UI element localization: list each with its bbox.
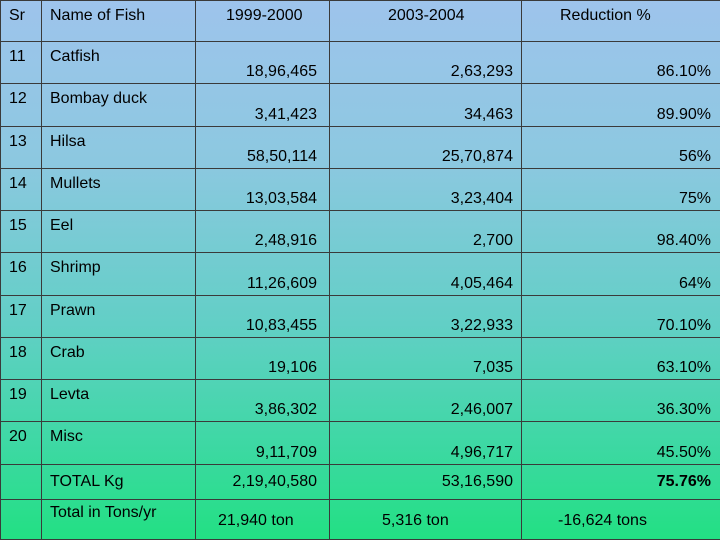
row-reduction-value: 64% — [521, 252, 720, 296]
row-sr: 12 — [0, 83, 42, 127]
row-1999-2000-value: 2,48,916 — [195, 210, 330, 254]
row-sr: 11 — [0, 41, 42, 85]
row-1999-2000-value: 18,96,465 — [195, 41, 330, 85]
table-row: 16 Shrimp 11,26,609 4,05,464 64% — [0, 252, 720, 296]
total-1999-2000-value: 2,19,40,580 — [195, 463, 330, 500]
row-1999-2000-value: 19,106 — [195, 336, 330, 381]
table-row: 11 Catfish 18,96,465 2,63,293 86.10% — [0, 41, 720, 85]
total-sr-empty — [0, 463, 42, 500]
row-1999-2000-value: 58,50,114 — [195, 125, 330, 169]
row-2003-2004-value: 25,70,874 — [329, 125, 522, 169]
row-1999-2000-value: 13,03,584 — [195, 167, 330, 212]
table-row: 13 Hilsa 58,50,114 25,70,874 56% — [0, 125, 720, 169]
header-reduction: Reduction % — [521, 0, 720, 43]
row-reduction-value: 75% — [521, 167, 720, 212]
tons-sr-empty — [0, 498, 42, 540]
row-2003-2004-value: 34,463 — [329, 83, 522, 127]
row-fish-name: Eel — [41, 210, 196, 254]
total-kg-row: TOTAL Kg 2,19,40,580 53,16,590 75.76% — [0, 463, 720, 500]
row-1999-2000-value: 3,41,423 — [195, 83, 330, 127]
row-fish-name: Hilsa — [41, 125, 196, 169]
tons-difference-value: -16,624 tons — [521, 498, 720, 540]
row-2003-2004-value: 2,700 — [329, 210, 522, 254]
row-fish-name: Misc — [41, 421, 196, 465]
header-name: Name of Fish — [41, 0, 196, 43]
row-2003-2004-value: 3,23,404 — [329, 167, 522, 212]
row-fish-name: Catfish — [41, 41, 196, 85]
row-reduction-value: 36.30% — [521, 379, 720, 423]
row-reduction-value: 56% — [521, 125, 720, 169]
tons-2003-2004-value: 5,316 ton — [329, 498, 522, 540]
row-2003-2004-value: 4,05,464 — [329, 252, 522, 296]
table-row: 17 Prawn 10,83,455 3,22,933 70.10% — [0, 294, 720, 338]
table-row: 19 Levta 3,86,302 2,46,007 36.30% — [0, 379, 720, 423]
row-fish-name: Crab — [41, 336, 196, 381]
total-tons-label: Total in Tons/yr — [41, 498, 196, 540]
row-2003-2004-value: 4,96,717 — [329, 421, 522, 465]
row-fish-name: Bombay duck — [41, 83, 196, 127]
row-2003-2004-value: 3,22,933 — [329, 294, 522, 338]
row-2003-2004-value: 2,46,007 — [329, 379, 522, 423]
header-sr: Sr — [0, 0, 42, 43]
total-2003-2004-value: 53,16,590 — [329, 463, 522, 500]
row-sr: 19 — [0, 379, 42, 423]
row-sr: 13 — [0, 125, 42, 169]
header-1999-2000: 1999-2000 — [195, 0, 330, 43]
row-sr: 16 — [0, 252, 42, 296]
row-sr: 15 — [0, 210, 42, 254]
row-fish-name: Mullets — [41, 167, 196, 212]
table-row: 14 Mullets 13,03,584 3,23,404 75% — [0, 167, 720, 212]
row-2003-2004-value: 2,63,293 — [329, 41, 522, 85]
row-sr: 17 — [0, 294, 42, 338]
row-reduction-value: 86.10% — [521, 41, 720, 85]
table-row: 12 Bombay duck 3,41,423 34,463 89.90% — [0, 83, 720, 127]
total-reduction-value: 75.76% — [521, 463, 720, 500]
total-tons-row: Total in Tons/yr 21,940 ton 5,316 ton -1… — [0, 498, 720, 540]
table-row: 15 Eel 2,48,916 2,700 98.40% — [0, 210, 720, 254]
total-kg-label: TOTAL Kg — [41, 463, 196, 500]
row-sr: 18 — [0, 336, 42, 381]
row-reduction-value: 63.10% — [521, 336, 720, 381]
table-row: 20 Misc 9,11,709 4,96,717 45.50% — [0, 421, 720, 465]
row-reduction-value: 70.10% — [521, 294, 720, 338]
row-1999-2000-value: 11,26,609 — [195, 252, 330, 296]
row-sr: 14 — [0, 167, 42, 212]
row-fish-name: Shrimp — [41, 252, 196, 296]
row-fish-name: Levta — [41, 379, 196, 423]
row-fish-name: Prawn — [41, 294, 196, 338]
header-row: Sr Name of Fish 1999-2000 2003-2004 Redu… — [0, 0, 720, 43]
row-sr: 20 — [0, 421, 42, 465]
row-reduction-value: 45.50% — [521, 421, 720, 465]
row-1999-2000-value: 9,11,709 — [195, 421, 330, 465]
row-reduction-value: 89.90% — [521, 83, 720, 127]
header-2003-2004: 2003-2004 — [329, 0, 522, 43]
row-1999-2000-value: 10,83,455 — [195, 294, 330, 338]
row-2003-2004-value: 7,035 — [329, 336, 522, 381]
row-1999-2000-value: 3,86,302 — [195, 379, 330, 423]
table-row: 18 Crab 19,106 7,035 63.10% — [0, 336, 720, 381]
row-reduction-value: 98.40% — [521, 210, 720, 254]
tons-1999-2000-value: 21,940 ton — [195, 498, 330, 540]
